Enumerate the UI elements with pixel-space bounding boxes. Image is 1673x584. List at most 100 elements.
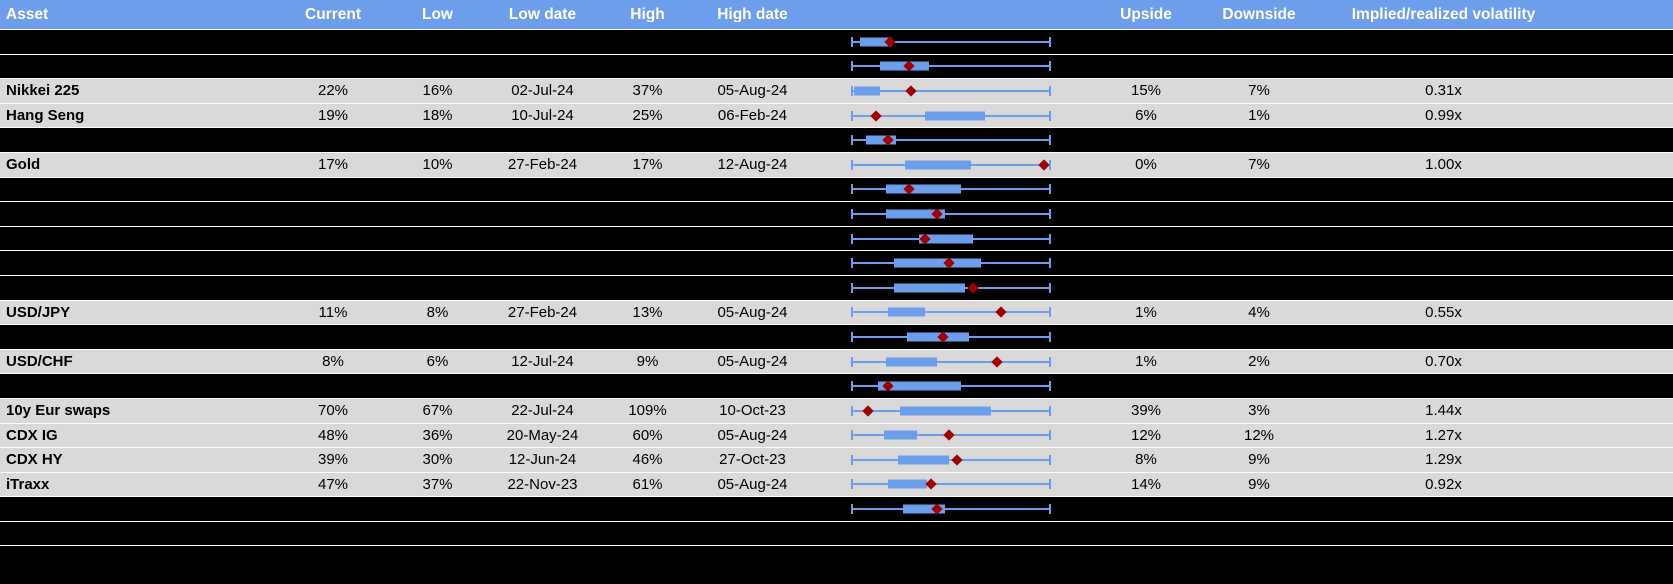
current-value: 47% xyxy=(317,476,349,492)
current-marker-diamond xyxy=(925,478,937,491)
high-value: 109% xyxy=(628,403,667,419)
boxplot-cell xyxy=(805,424,1100,448)
current-marker-diamond xyxy=(1038,159,1050,171)
table-body: Nikkei 225 22% 16% 02-Jul-24 37% 05-Aug-… xyxy=(0,30,1673,547)
table-row: CDX HY 39% 30% 12-Jun-24 46% 27-Oct-23 8… xyxy=(0,448,1673,473)
current-marker-diamond xyxy=(905,85,918,97)
whisker-cap-left xyxy=(851,110,853,121)
boxplot xyxy=(851,30,1051,54)
asset-name: USD/JPY xyxy=(6,304,71,320)
whisker-cap-left xyxy=(851,135,853,146)
whisker-line xyxy=(852,483,1050,486)
asset-name: CDX IG xyxy=(6,427,58,443)
boxplot xyxy=(851,350,1051,374)
boxplot xyxy=(851,424,1051,448)
whisker-line xyxy=(852,212,1050,215)
boxplot xyxy=(851,79,1051,103)
boxplot-cell xyxy=(805,497,1100,521)
range-box xyxy=(893,283,965,293)
whisker-line xyxy=(852,89,1050,92)
table-row xyxy=(0,325,1673,350)
whisker-cap-left xyxy=(851,208,853,219)
boxplot xyxy=(851,473,1051,497)
header-row: Asset Current Low Low date High High dat… xyxy=(0,0,1673,30)
col-header-upside: Upside xyxy=(1120,6,1172,23)
table-row xyxy=(0,251,1673,276)
current-value: 11% xyxy=(318,304,348,320)
boxplot xyxy=(851,448,1051,472)
col-header-downside: Downside xyxy=(1222,6,1296,23)
whisker-cap-left xyxy=(851,233,853,244)
boxplot-cell xyxy=(805,153,1100,177)
range-box xyxy=(865,135,896,145)
boxplot-cell xyxy=(805,104,1100,128)
upside-value: 8% xyxy=(1135,452,1157,468)
col-header-high: High xyxy=(630,6,665,23)
upside-value: 14% xyxy=(1130,476,1162,492)
table-row: USD/JPY 11% 8% 27-Feb-24 13% 05-Aug-24 1… xyxy=(0,300,1673,326)
boxplot-cell xyxy=(805,399,1100,423)
boxplot-cell xyxy=(805,128,1100,152)
boxplot-cell xyxy=(805,301,1100,325)
whisker-line xyxy=(852,508,1050,511)
low-value: 37% xyxy=(422,476,453,492)
range-box xyxy=(887,307,926,317)
implied-realized-vol: 0.55x xyxy=(1425,304,1462,320)
low-date: 22-Nov-23 xyxy=(507,476,578,492)
range-box xyxy=(897,455,949,465)
table-row: Hang Seng 19% 18% 10-Jul-24 25% 06-Feb-2… xyxy=(0,103,1673,129)
high-value: 37% xyxy=(632,83,663,99)
range-box xyxy=(905,160,971,170)
high-date: 05-Aug-24 xyxy=(717,354,788,370)
implied-realized-vol: 1.29x xyxy=(1425,452,1462,468)
whisker-cap-left xyxy=(851,430,853,441)
upside-value: 12% xyxy=(1130,427,1162,443)
whisker-cap-right xyxy=(1049,282,1051,293)
boxplot xyxy=(851,325,1051,349)
table-row xyxy=(0,54,1673,80)
boxplot xyxy=(851,128,1051,152)
high-date: 05-Aug-24 xyxy=(717,304,788,320)
boxplot xyxy=(851,153,1051,177)
whisker-cap-right xyxy=(1049,85,1051,96)
whisker-cap-right xyxy=(1049,504,1051,515)
boxplot xyxy=(851,104,1051,128)
whisker-cap-right xyxy=(1049,135,1051,146)
whisker-line xyxy=(852,458,1050,461)
downside-value: 3% xyxy=(1248,403,1270,419)
boxplot-cell xyxy=(805,473,1100,497)
current-marker-diamond xyxy=(870,109,882,122)
whisker-line xyxy=(852,139,1050,142)
downside-value: 2% xyxy=(1248,354,1270,370)
range-box xyxy=(919,234,973,244)
boxplot-cell xyxy=(805,374,1100,398)
whisker-cap-left xyxy=(851,381,853,392)
whisker-cap-right xyxy=(1049,356,1051,367)
whisker-cap-right xyxy=(1049,208,1051,219)
implied-realized-vol: 0.31x xyxy=(1425,83,1462,99)
whisker-cap-left xyxy=(851,356,853,367)
current-value: 19% xyxy=(317,108,349,124)
range-box xyxy=(885,209,946,219)
high-date: 05-Aug-24 xyxy=(717,476,788,492)
boxplot-cell xyxy=(805,178,1100,202)
upside-value: 0% xyxy=(1135,157,1157,173)
whisker-cap-left xyxy=(851,258,853,269)
low-value: 67% xyxy=(422,403,453,419)
range-box xyxy=(903,504,946,514)
asset-name: USD/CHF xyxy=(6,354,73,370)
upside-value: 1% xyxy=(1135,354,1157,370)
asset-name: Hang Seng xyxy=(6,108,85,124)
current-marker-diamond xyxy=(990,355,1003,368)
low-date: 27-Feb-24 xyxy=(507,304,578,320)
col-header-implied-realized-vol: Implied/realized volatility xyxy=(1351,6,1536,23)
whisker-cap-right xyxy=(1049,110,1051,121)
implied-realized-vol: 1.27x xyxy=(1425,427,1462,443)
col-header-current: Current xyxy=(305,6,361,23)
implied-realized-vol: 0.70x xyxy=(1425,354,1462,370)
whisker-cap-left xyxy=(851,331,853,342)
range-box xyxy=(883,430,918,440)
asset-name: iTraxx xyxy=(6,476,50,492)
high-value: 25% xyxy=(632,108,663,124)
boxplot xyxy=(851,55,1051,79)
